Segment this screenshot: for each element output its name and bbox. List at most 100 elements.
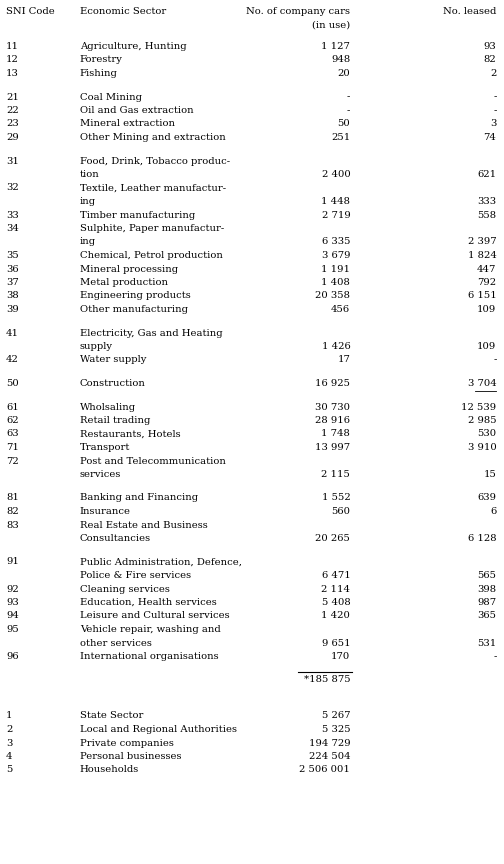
Text: 13: 13 [6,69,19,78]
Text: Sulphite, Paper manufactur-: Sulphite, Paper manufactur- [80,224,224,233]
Text: Post and Telecommunication: Post and Telecommunication [80,456,225,466]
Text: 1 127: 1 127 [322,42,350,51]
Text: Electricity, Gas and Heating: Electricity, Gas and Heating [80,328,222,338]
Text: ing: ing [80,197,96,206]
Text: 38: 38 [6,291,19,301]
Text: *185 875: *185 875 [303,675,350,683]
Text: 5 325: 5 325 [322,725,350,734]
Text: 71: 71 [6,443,19,452]
Text: 987: 987 [477,598,496,607]
Text: Vehicle repair, washing and: Vehicle repair, washing and [80,625,220,634]
Text: Cleaning services: Cleaning services [80,585,169,594]
Text: 5 267: 5 267 [322,711,350,721]
Text: 2: 2 [6,725,13,734]
Text: 39: 39 [6,305,19,314]
Text: 2 719: 2 719 [322,211,350,219]
Text: Engineering products: Engineering products [80,291,191,301]
Text: Households: Households [80,766,139,774]
Text: 109: 109 [477,342,496,351]
Text: 1: 1 [6,711,13,721]
Text: 96: 96 [6,652,19,661]
Text: 560: 560 [331,507,350,516]
Text: ing: ing [80,238,96,246]
Text: 72: 72 [6,456,19,466]
Text: 3: 3 [490,119,496,129]
Text: Restaurants, Hotels: Restaurants, Hotels [80,429,180,439]
Text: Oil and Gas extraction: Oil and Gas extraction [80,106,193,115]
Text: services: services [80,470,121,479]
Text: Water supply: Water supply [80,355,146,365]
Text: 6 151: 6 151 [468,291,496,301]
Text: Forestry: Forestry [80,55,122,65]
Text: State Sector: State Sector [80,711,143,721]
Text: 33: 33 [6,211,19,219]
Text: Retail trading: Retail trading [80,416,150,425]
Text: 1 420: 1 420 [322,612,350,620]
Text: -: - [347,106,350,115]
Text: Mineral processing: Mineral processing [80,264,178,274]
Text: No. of company cars: No. of company cars [246,7,350,16]
Text: 81: 81 [6,493,19,503]
Text: 792: 792 [477,278,496,287]
Text: 62: 62 [6,416,19,425]
Text: 1 448: 1 448 [321,197,350,206]
Text: International organisations: International organisations [80,652,218,661]
Text: 34: 34 [6,224,19,233]
Text: 93: 93 [6,598,19,607]
Text: Chemical, Petrol production: Chemical, Petrol production [80,251,222,260]
Text: 1 426: 1 426 [322,342,350,351]
Text: Other manufacturing: Other manufacturing [80,305,187,314]
Text: Banking and Financing: Banking and Financing [80,493,198,503]
Text: 2: 2 [490,69,496,78]
Text: (in use): (in use) [312,21,350,29]
Text: 1 408: 1 408 [322,278,350,287]
Text: Wholsaling: Wholsaling [80,403,136,411]
Text: other services: other services [80,638,152,647]
Text: -: - [347,92,350,101]
Text: 2 985: 2 985 [468,416,496,425]
Text: 565: 565 [477,571,496,580]
Text: 11: 11 [6,42,19,51]
Text: 6: 6 [490,507,496,516]
Text: 2 114: 2 114 [321,585,350,594]
Text: 5: 5 [6,766,13,774]
Text: 82: 82 [6,507,19,516]
Text: Food, Drink, Tobacco produc-: Food, Drink, Tobacco produc- [80,156,230,166]
Text: Mineral extraction: Mineral extraction [80,119,174,129]
Text: Police & Fire services: Police & Fire services [80,571,191,580]
Text: Fishing: Fishing [80,69,117,78]
Text: 170: 170 [331,652,350,661]
Text: 36: 36 [6,264,19,274]
Text: 109: 109 [477,305,496,314]
Text: Education, Health services: Education, Health services [80,598,216,607]
Text: 4: 4 [6,752,13,761]
Text: -: - [493,652,496,661]
Text: 6 128: 6 128 [468,534,496,543]
Text: -: - [493,355,496,365]
Text: Private companies: Private companies [80,739,173,747]
Text: 93: 93 [484,42,496,51]
Text: 948: 948 [331,55,350,65]
Text: Construction: Construction [80,379,146,388]
Text: 95: 95 [6,625,19,634]
Text: Other Mining and extraction: Other Mining and extraction [80,133,225,142]
Text: 21: 21 [6,92,19,101]
Text: Metal production: Metal production [80,278,168,287]
Text: Insurance: Insurance [80,507,131,516]
Text: -: - [493,92,496,101]
Text: 2 506 001: 2 506 001 [299,766,350,774]
Text: 456: 456 [331,305,350,314]
Text: 50: 50 [6,379,19,388]
Text: 74: 74 [483,133,496,142]
Text: 42: 42 [6,355,19,365]
Text: 20 265: 20 265 [316,534,350,543]
Text: 12: 12 [6,55,19,65]
Text: Agriculture, Hunting: Agriculture, Hunting [80,42,186,51]
Text: 13 997: 13 997 [315,443,350,452]
Text: 32: 32 [6,183,19,193]
Text: Leisure and Cultural services: Leisure and Cultural services [80,612,229,620]
Text: 3 704: 3 704 [468,379,496,388]
Text: 2 115: 2 115 [322,470,350,479]
Text: 91: 91 [6,557,19,567]
Text: Transport: Transport [80,443,130,452]
